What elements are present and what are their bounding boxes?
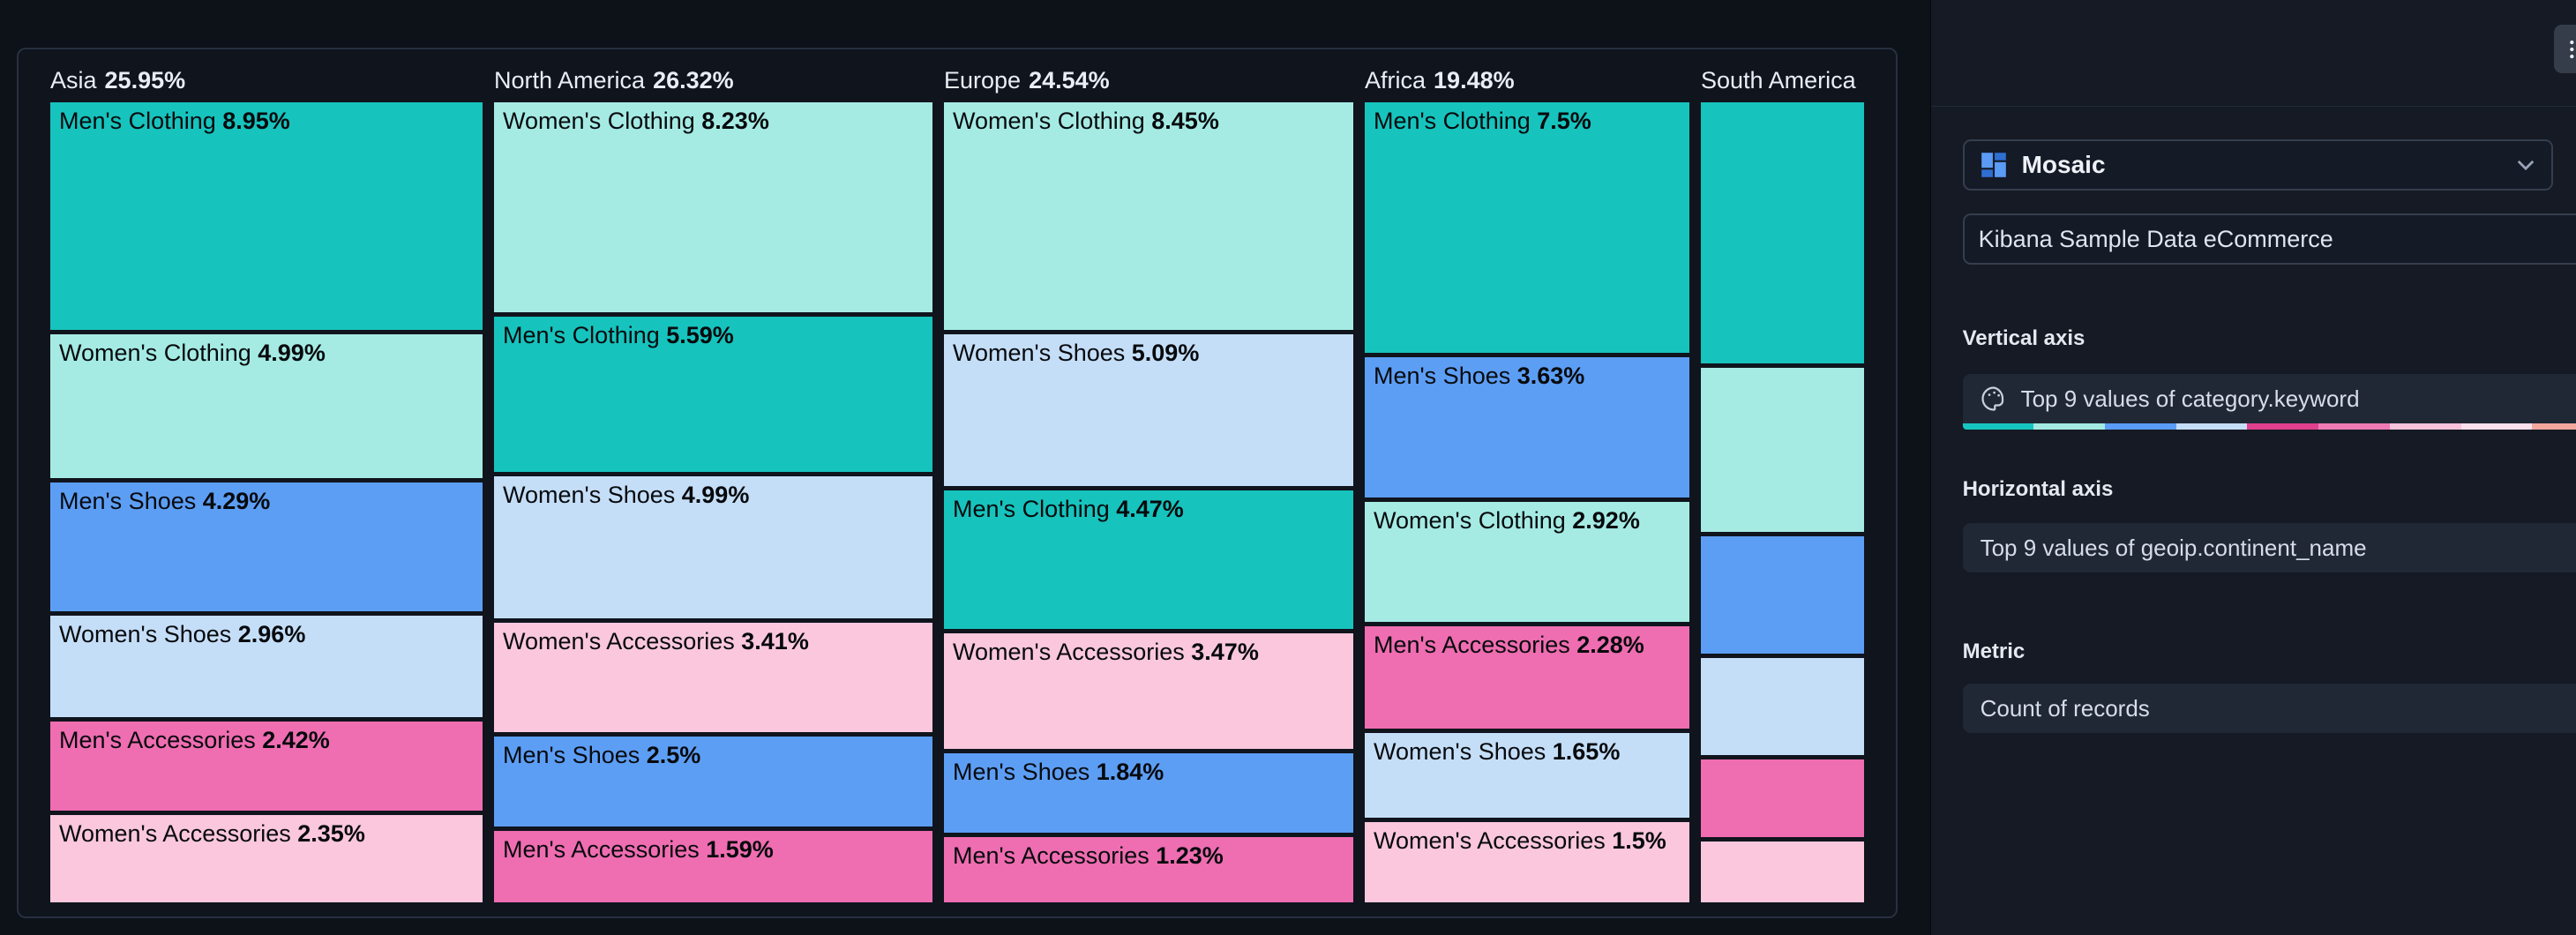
mosaic-tile[interactable] [1701,102,1864,363]
metric-dimension[interactable]: Count of records [1962,684,2576,733]
palette-swatch [2389,423,2461,430]
mosaic-column: North America 26.32% Women's Clothing 8.23… [494,67,932,902]
mosaic-tile[interactable]: Men's Clothing 7.5% [1365,102,1689,353]
horizontal-axis-section: Horizontal axis Optional [1963,477,2576,502]
horizontal-axis-dimension-label: Top 9 values of geoip.continent_name [1980,534,2367,561]
mosaic-tile[interactable]: Men's Clothing 4.47% [944,490,1353,630]
mosaic-tile[interactable]: Men's Accessories 2.42% [50,721,483,811]
datasource-label: Kibana Sample Data eCommerce [1978,225,2333,252]
mosaic-tile[interactable]: Men's Shoes 4.29% [50,482,483,612]
datasource-select[interactable]: Kibana Sample Data eCommerce [1962,213,2576,265]
mosaic-tile[interactable]: Women's Accessories 2.35% [50,814,483,902]
metric-dimension-label: Count of records [1980,694,2150,722]
mosaic-tile[interactable]: Women's Accessories 3.41% [494,623,932,733]
column-tiles: Women's Clothing 8.45% Women's Shoes 5.09… [944,102,1353,902]
palette-swatch [2105,423,2176,430]
vertical-axis-dimension-label: Top 9 values of category.keyword [2020,385,2360,412]
mosaic-column: South America [1701,67,1864,902]
palette-swatch [1962,423,2034,430]
mosaic-tile[interactable]: Women's Clothing 2.92% [1365,501,1689,623]
toolbar-button-group [2553,25,2576,73]
palette-swatch [2318,423,2390,430]
palette-strip [1962,423,2576,430]
chart-area: Asia 25.95% Men's Clothing 8.95% Women's Cl… [17,48,1898,918]
layer-list-button[interactable] [2553,25,2576,73]
mosaic-tile[interactable] [1701,842,1864,902]
column-header: South America [1701,67,1856,94]
mosaic-tile[interactable]: Women's Shoes 1.65% [1365,733,1689,819]
metric-heading: Metric [1962,640,2026,663]
vertical-axis-heading: Vertical axis [1962,326,2086,350]
metric-section: Metric [1963,640,2576,664]
column-header: Europe 24.54% [944,67,1110,94]
mosaic-tile[interactable]: Women's Shoes 2.96% [50,616,483,717]
vertical-axis-section: Vertical axis [1963,326,2576,351]
palette-swatch [2033,423,2105,430]
horizontal-axis-dimension[interactable]: Top 9 values of geoip.continent_name [1962,523,2576,572]
mosaic-tile[interactable]: Women's Shoes 5.09% [944,334,1353,487]
mosaic-tile[interactable]: Men's Shoes 1.84% [944,753,1353,833]
mosaic-column: Europe 24.54% Women's Clothing 8.45% Women'… [944,67,1353,902]
palette-swatch [2175,423,2248,430]
column-tiles: Men's Clothing 8.95% Women's Clothing 4.9… [50,102,483,902]
column-tiles [1701,102,1864,902]
palette-icon [1981,386,2003,411]
chevron-down-icon [2517,160,2534,171]
vertical-axis-dimension[interactable]: Top 9 values of category.keyword [1962,374,2576,423]
column-tiles: Women's Clothing 8.23% Men's Clothing 5.5… [494,102,932,902]
column-header: Asia 25.95% [50,67,186,94]
mosaic-tile[interactable]: Men's Clothing 5.59% [494,317,932,473]
mosaic-tile[interactable]: Women's Clothing 4.99% [50,334,483,479]
column-header: Africa 19.48% [1365,67,1515,94]
horizontal-axis-heading: Horizontal axis [1962,477,2114,501]
column-header: North America 26.32% [494,67,734,94]
chart-type-label: Mosaic [2021,151,2106,178]
chart-type-row: Mosaic [1962,139,2576,191]
mosaic-chart-icon [1981,153,2006,177]
palette-swatch [2247,423,2319,430]
mosaic-chart: Asia 25.95% Men's Clothing 8.95% Women's Cl… [50,67,1864,902]
mosaic-tile[interactable]: Men's Accessories 2.28% [1365,626,1689,729]
mosaic-column: Asia 25.95% Men's Clothing 8.95% Women's Cl… [50,67,483,902]
mosaic-tile[interactable]: Women's Shoes 4.99% [494,476,932,619]
mosaic-column: Africa 19.48% Men's Clothing 7.5% Men's Sho… [1365,67,1689,902]
mosaic-tile[interactable]: Women's Clothing 8.23% [494,102,932,313]
mosaic-tile[interactable]: Men's Shoes 2.5% [494,737,932,827]
mosaic-tile[interactable]: Men's Accessories 1.23% [944,836,1353,902]
palette-swatch [2532,423,2576,430]
mosaic-tile[interactable] [1701,536,1864,654]
layer-list-icon [2569,40,2574,58]
lens-config-panel: Mosaic [1929,0,2576,935]
mosaic-tile[interactable]: Women's Clothing 8.45% [944,102,1353,331]
mosaic-tile[interactable]: Men's Shoes 3.63% [1365,356,1689,497]
panel-toolbar [1930,0,2576,107]
mosaic-tile[interactable] [1701,759,1864,838]
mosaic-tile[interactable] [1701,657,1864,755]
mosaic-chart-panel: Asia 25.95% Men's Clothing 8.95% Women's Cl… [17,48,1898,918]
chart-type-select[interactable]: Mosaic [1962,139,2553,191]
palette-swatch [2460,423,2533,430]
mosaic-tile[interactable] [1701,367,1864,533]
mosaic-tile[interactable]: Women's Accessories 1.5% [1365,822,1689,902]
mosaic-tile[interactable]: Women's Accessories 3.47% [944,633,1353,750]
config-content: Mosaic [1931,107,2576,733]
column-tiles: Men's Clothing 7.5% Men's Shoes 3.63% Wome… [1365,102,1689,902]
mosaic-tile[interactable]: Men's Accessories 1.59% [494,831,932,902]
mosaic-tile[interactable]: Men's Clothing 8.95% [50,102,483,331]
settings-button[interactable] [2572,142,2576,188]
